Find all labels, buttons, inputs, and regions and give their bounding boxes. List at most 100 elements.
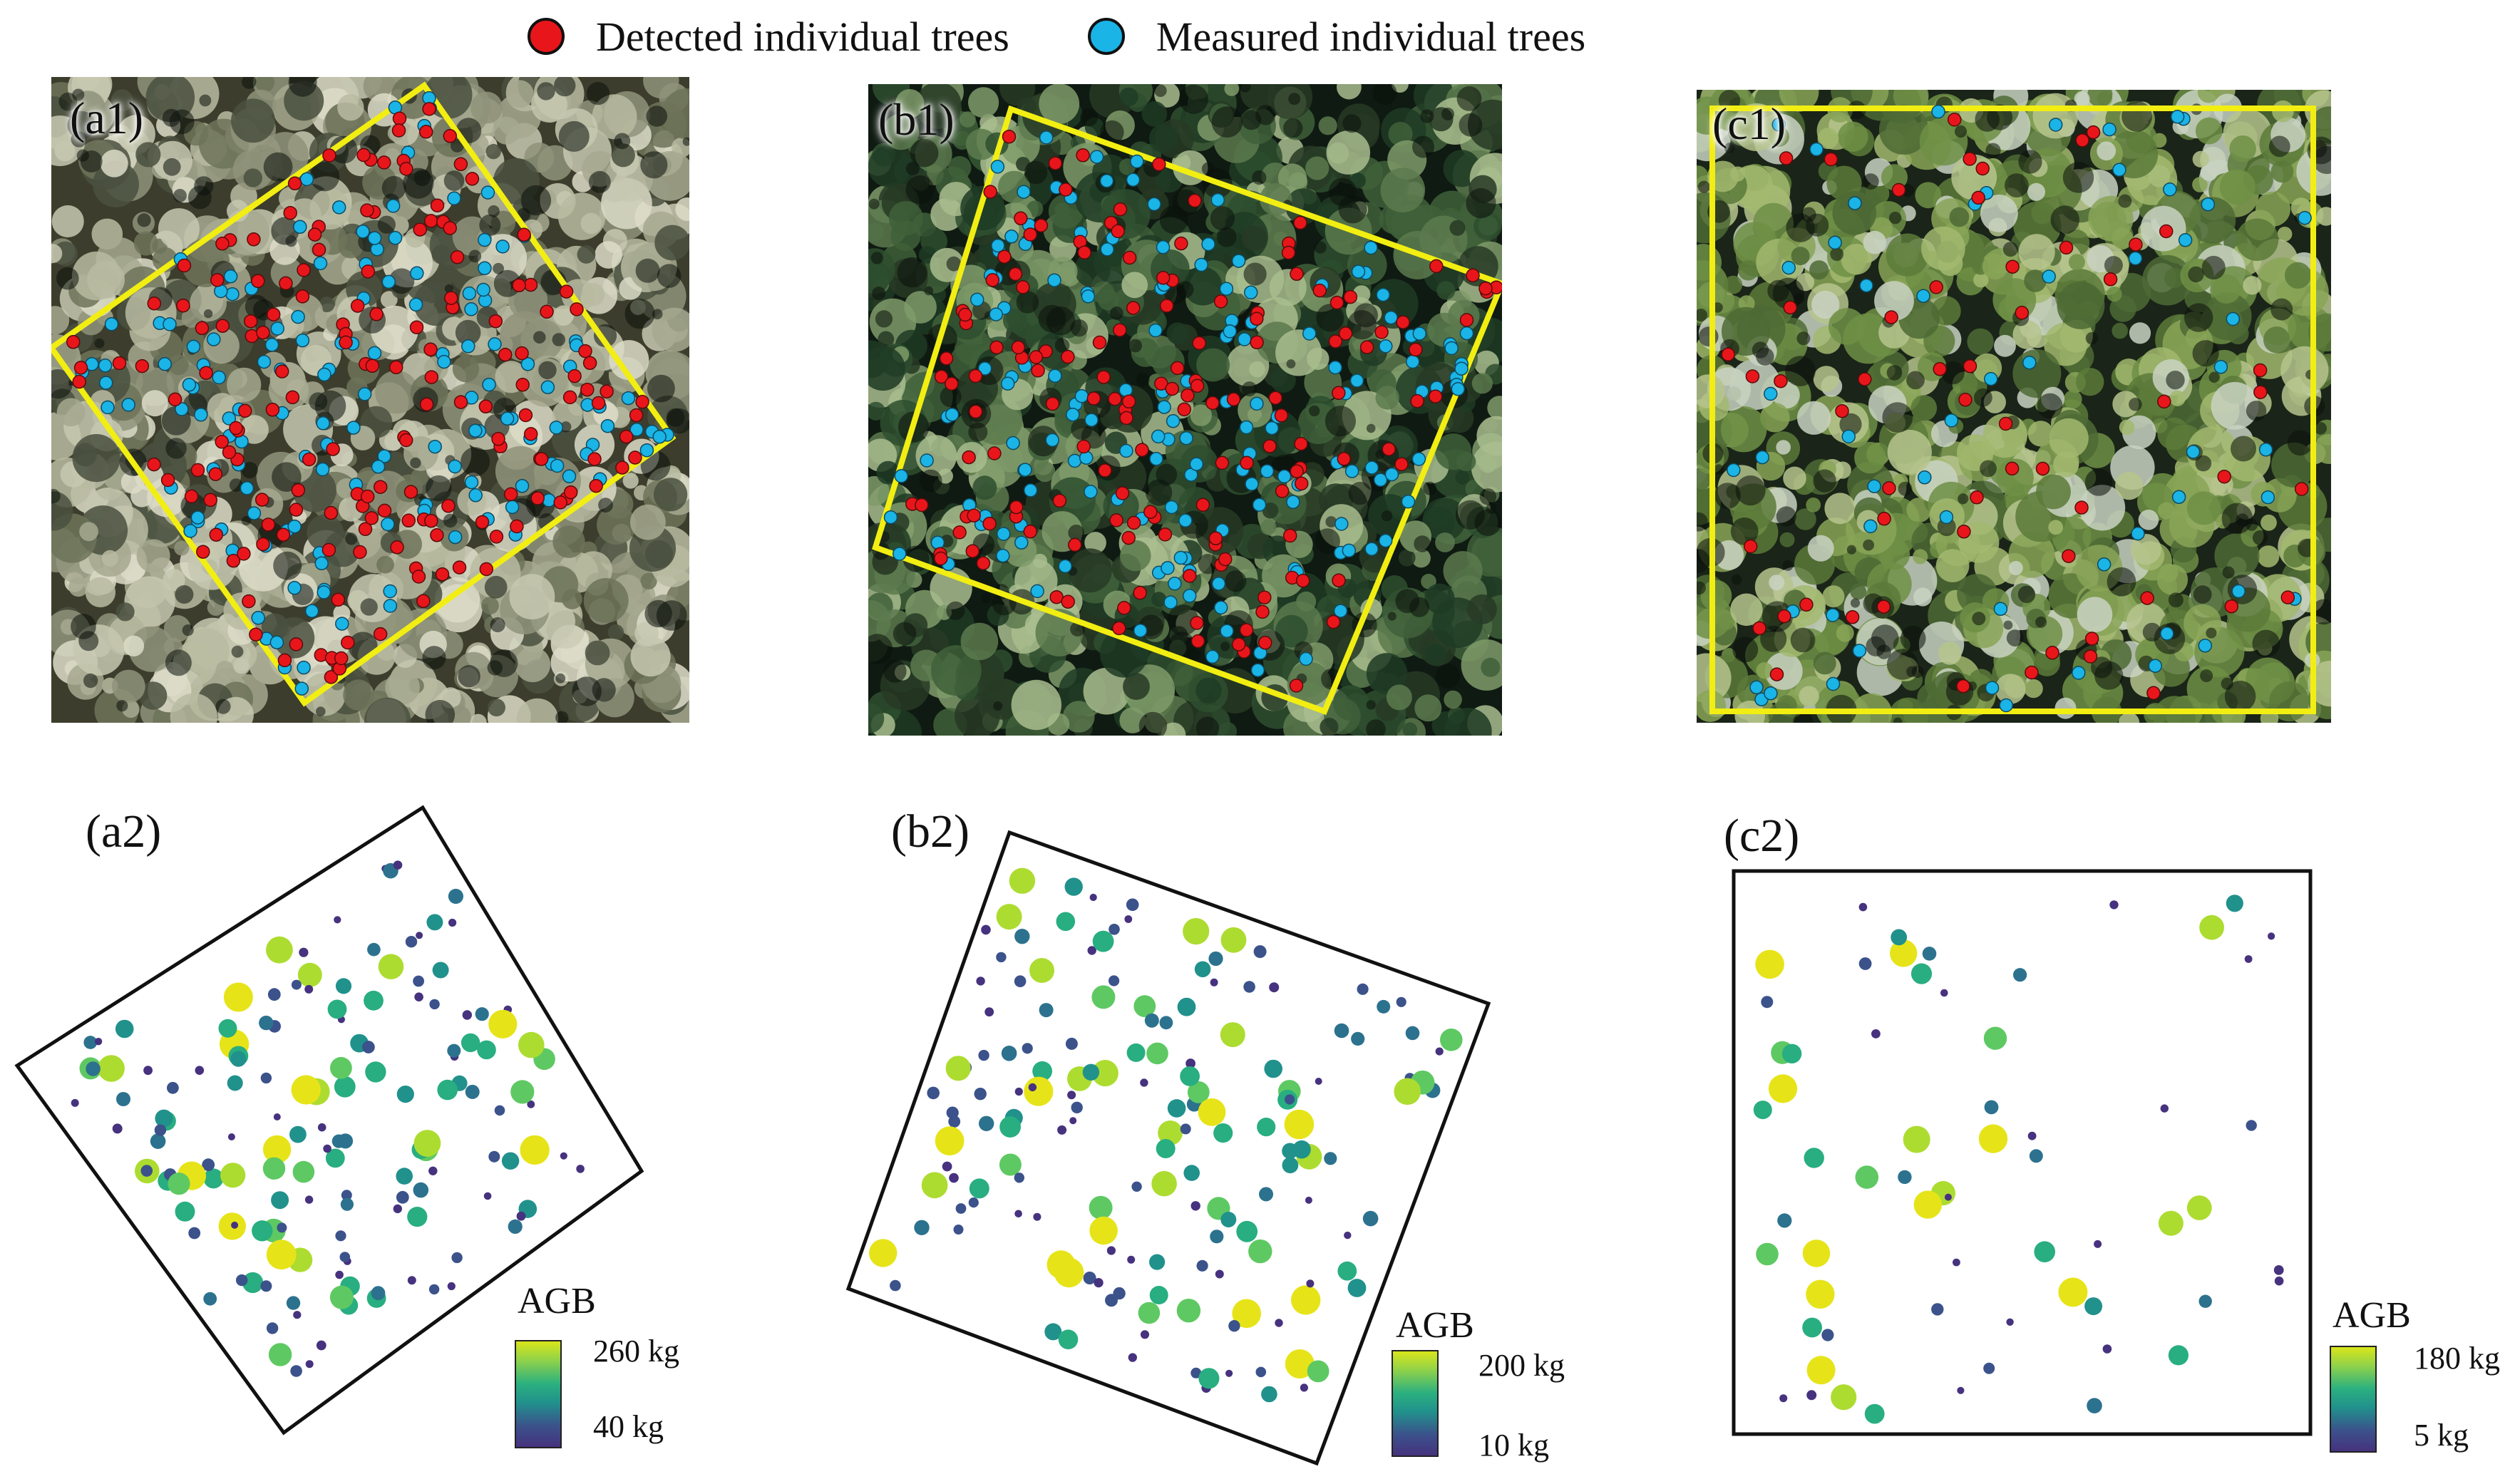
canopy-gap — [635, 258, 660, 283]
tree-crown — [470, 547, 521, 599]
measured-tree-marker — [1223, 324, 1238, 339]
canopy-gap — [2252, 530, 2268, 545]
canopy-gap — [1752, 341, 1769, 359]
canopy-gap — [1441, 107, 1455, 120]
agb-point — [112, 1123, 123, 1134]
measured-tree-marker — [314, 556, 329, 571]
tree-crown — [2027, 182, 2045, 201]
canopy-gap — [1486, 503, 1497, 514]
agb-point — [1910, 963, 1933, 984]
agb-point — [2029, 1149, 2043, 1163]
agb-point — [371, 1286, 386, 1301]
tree-crown — [1224, 84, 1240, 96]
measured-tree-marker — [1030, 584, 1044, 599]
canopy-gap — [389, 268, 415, 294]
detected-tree-marker — [489, 530, 504, 544]
measured-tree-marker — [945, 407, 960, 422]
agb-point — [1903, 1125, 1930, 1153]
measured-tree-marker — [1081, 289, 1096, 304]
detected-tree-marker — [1121, 394, 1136, 409]
tree-crown — [1935, 549, 1970, 582]
detected-tree-marker — [247, 232, 261, 247]
measured-tree-marker — [600, 418, 615, 433]
detected-tree-marker — [1170, 361, 1185, 376]
tree-crown — [515, 646, 551, 683]
aerial-image-c1 — [1697, 90, 2331, 723]
canopy-gap — [1459, 113, 1483, 137]
agb-point — [1337, 1261, 1357, 1281]
canopy-gap — [163, 158, 181, 176]
agb-point — [984, 1007, 994, 1017]
canopy-gap — [2035, 616, 2047, 628]
canopy-gap — [1850, 598, 1861, 608]
canopy-gap — [116, 700, 128, 712]
tree-crown — [1149, 123, 1178, 153]
canopy-gap — [2166, 371, 2185, 390]
canopy-gap — [872, 287, 886, 301]
measured-tree-marker — [383, 584, 397, 599]
tree-markers — [883, 129, 1502, 693]
detected-tree-marker — [629, 408, 644, 423]
canopy-gap — [1714, 464, 1724, 475]
detected-tree-marker — [989, 340, 1004, 355]
tree-crown — [1119, 87, 1138, 107]
detected-tree-marker — [322, 542, 336, 557]
tree-crown — [1277, 163, 1307, 192]
tree-crown — [960, 622, 999, 661]
detected-tree-marker — [1250, 311, 1264, 326]
tree-crown — [1436, 281, 1456, 300]
tree-crown — [2138, 510, 2159, 530]
agb-point — [447, 1044, 461, 1058]
tree-crown — [181, 308, 202, 328]
agb-point — [437, 1079, 458, 1101]
tree-crown — [128, 626, 175, 672]
detected-tree-marker — [353, 545, 367, 560]
tree-crown — [509, 574, 555, 620]
measured-tree-marker — [291, 309, 305, 324]
measured-tree-marker — [304, 604, 319, 619]
agb-point — [448, 888, 464, 905]
tree-crown — [1196, 348, 1230, 382]
measured-tree-marker — [1045, 433, 1059, 448]
agb-point — [1940, 989, 1948, 997]
measured-tree-marker — [920, 453, 934, 468]
agb-point — [1183, 918, 1210, 945]
measured-tree-marker — [1205, 649, 1220, 664]
canopy-gap — [870, 252, 883, 264]
measured-tree-marker — [478, 232, 492, 247]
canopy-gap — [1024, 160, 1048, 185]
measured-tree-marker — [346, 421, 361, 435]
detected-tree-marker — [465, 172, 480, 186]
agb-point — [560, 1152, 567, 1160]
canopy-gap — [78, 631, 99, 651]
tree-crown — [2197, 90, 2220, 103]
canopy-gap — [646, 105, 668, 127]
agb-point — [277, 1222, 287, 1233]
agb-point — [1305, 1196, 1312, 1204]
tree-crown — [163, 569, 185, 592]
tree-crown — [1473, 212, 1502, 240]
detected-tree-marker — [1258, 590, 1272, 604]
tree-crown — [2192, 150, 2209, 168]
detected-tree-marker — [444, 291, 458, 305]
canopy-gap — [1366, 423, 1376, 433]
canopy-gap — [1243, 262, 1267, 286]
measured-tree-marker — [464, 302, 478, 316]
detected-tree-marker — [1121, 530, 1136, 545]
canopy-gap — [231, 645, 244, 658]
detected-tree-marker — [1133, 585, 1147, 600]
canopy-gap — [946, 256, 962, 272]
tree-crown — [595, 241, 622, 269]
tree-crown — [2130, 534, 2161, 565]
tree-crown — [1811, 290, 1840, 319]
measured-tree-marker — [1411, 452, 1426, 466]
tree-crown — [552, 525, 585, 558]
detected-tree-marker — [361, 264, 376, 279]
tree-crown — [583, 578, 629, 623]
agb-point — [1028, 1083, 1037, 1092]
agb-point — [362, 1041, 375, 1053]
agb-point — [407, 1276, 416, 1285]
tree-crown — [1836, 624, 1854, 642]
tree-crown — [2107, 286, 2122, 302]
detected-tree-marker — [215, 435, 229, 449]
